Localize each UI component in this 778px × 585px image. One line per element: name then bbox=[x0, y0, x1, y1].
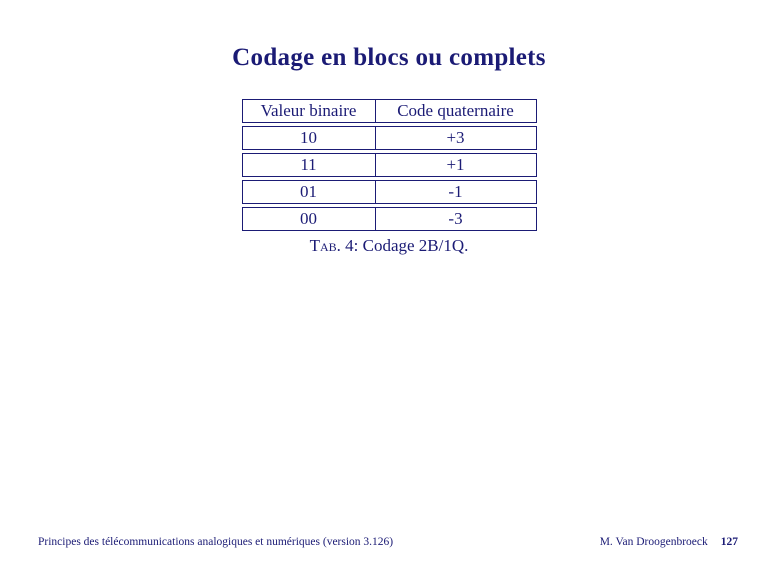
table-header-row: Valeur binaire Code quaternaire bbox=[241, 99, 537, 123]
table-row: 01 -1 bbox=[241, 180, 537, 204]
table-cell-quaternaire: -3 bbox=[375, 207, 537, 231]
table-cell-quaternaire: +3 bbox=[375, 126, 537, 150]
caption-text: 4: Codage 2B/1Q. bbox=[340, 236, 469, 255]
caption-label: Tab. bbox=[309, 236, 341, 255]
table-cell-binaire: 00 bbox=[241, 207, 376, 231]
footer-right-group: M. Van Droogenbroeck 127 bbox=[600, 536, 738, 548]
table-cell-binaire: 10 bbox=[241, 126, 376, 150]
page-title: Codage en blocs ou complets bbox=[232, 44, 546, 71]
footer: Principes des télécommunications analogi… bbox=[38, 536, 738, 548]
table-row: 00 -3 bbox=[241, 207, 537, 231]
footer-course-title: Principes des télécommunications analogi… bbox=[38, 536, 394, 548]
codage-table: Valeur binaire Code quaternaire 10 +3 11… bbox=[241, 96, 537, 234]
column-header-code-quaternaire: Code quaternaire bbox=[375, 99, 537, 123]
table-cell-binaire: 01 bbox=[241, 180, 376, 204]
table-cell-quaternaire: +1 bbox=[375, 153, 537, 177]
column-header-valeur-binaire: Valeur binaire bbox=[241, 99, 376, 123]
footer-page-number: 127 bbox=[720, 536, 738, 548]
table-cell-binaire: 11 bbox=[241, 153, 376, 177]
table-row: 11 +1 bbox=[241, 153, 537, 177]
table-row: 10 +3 bbox=[241, 126, 537, 150]
table-cell-quaternaire: -1 bbox=[375, 180, 537, 204]
footer-author: M. Van Droogenbroeck bbox=[599, 536, 708, 548]
table-caption: Tab. 4: Codage 2B/1Q. bbox=[0, 236, 778, 256]
table-container: Valeur binaire Code quaternaire 10 +3 11… bbox=[0, 96, 778, 234]
